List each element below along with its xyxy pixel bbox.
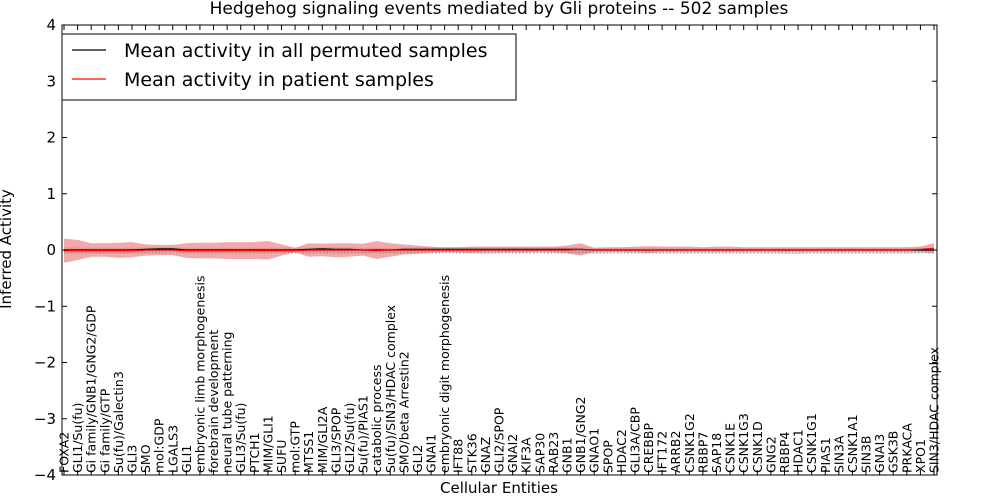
x-tick-label: embryonic digit morphogenesis xyxy=(437,275,452,473)
x-tick-label: PTCH1 xyxy=(247,432,262,473)
x-tick-label: Su(fu)/SIN3/HDAC complex xyxy=(383,305,398,473)
series-lines xyxy=(64,247,935,252)
x-axis-label: Cellular Entities xyxy=(440,479,558,497)
x-tick-label: HDAC2 xyxy=(614,429,629,473)
x-tick-label: SIN3/HDAC complex xyxy=(927,347,942,473)
x-tick-label: CSNK1D xyxy=(750,421,765,473)
x-tick-label: catabolic process xyxy=(369,364,384,473)
x-tick-label: GLI3/SPOP xyxy=(328,407,343,473)
y-axis-ticks: 4 3 2 1 0 −1 −2 −3 −4 xyxy=(34,16,937,484)
x-tick-label: Gi family/GTP xyxy=(97,388,112,473)
x-tick-label: CSNK1G3 xyxy=(736,413,751,473)
legend-label-permuted: Mean activity in all permuted samples xyxy=(124,40,487,62)
x-tick-label: SPOP xyxy=(600,440,615,473)
x-tick-label: GLI2/SPOP xyxy=(492,407,507,473)
x-tick-label: ARRB2 xyxy=(668,431,683,473)
x-tick-label: RBBP4 xyxy=(777,432,792,473)
x-tick-label: FOXA2 xyxy=(57,432,72,473)
x-tick-label: RBBP7 xyxy=(695,432,710,473)
x-tick-label: GLI3/Su(fu) xyxy=(233,403,248,473)
x-tick-label: GLI2 xyxy=(410,445,425,473)
x-tick-label: GNAI2 xyxy=(505,434,520,473)
x-tick-label: GNAO1 xyxy=(587,428,602,473)
y-tick-label: 0 xyxy=(46,241,56,259)
x-tick-label: GLI1 xyxy=(179,445,194,473)
x-tick-label: CSNK1E xyxy=(723,423,738,473)
x-tick-label: MIM/GLI2A xyxy=(315,406,330,473)
x-tick-label: CREBBP xyxy=(641,423,656,473)
y-axis-label: Inferred Activity xyxy=(0,189,15,309)
x-tick-label: CSNK1A1 xyxy=(845,414,860,473)
legend: Mean activity in all permuted samples Me… xyxy=(61,33,517,101)
x-tick-label: GLI3 xyxy=(125,445,140,473)
x-tick-label: Su(fu)/Galectin3 xyxy=(111,371,126,473)
x-tick-label: GNB1/GNG2 xyxy=(573,397,588,473)
x-tick-label: CSNK1G1 xyxy=(804,413,819,473)
x-tick-label: SMO xyxy=(138,444,153,473)
x-tick-label: SIN3A xyxy=(831,435,846,473)
series-line-patient xyxy=(64,247,935,252)
y-tick-label: −4 xyxy=(34,466,56,484)
x-tick-label: PRKACA xyxy=(899,423,914,473)
y-tick-label: −1 xyxy=(34,297,56,315)
legend-box xyxy=(61,33,517,101)
x-tick-label: GLI2/Su(fu) xyxy=(342,403,357,473)
x-tick-label: RAB23 xyxy=(546,432,561,473)
y-tick-label: 4 xyxy=(46,16,56,34)
x-tick-label: LGALS3 xyxy=(165,425,180,473)
x-tick-label: GNAI3 xyxy=(872,434,887,473)
x-tick-label: XPO1 xyxy=(913,439,928,473)
x-tick-label: GLI3A/CBP xyxy=(627,407,642,473)
x-tick-label: GNAI1 xyxy=(424,434,439,473)
x-tick-label: SMO/beta Arrestin2 xyxy=(396,351,411,473)
x-tick-label: Su(fu)/PIAS1 xyxy=(356,395,371,473)
x-tick-label: mol:GTP xyxy=(288,421,303,473)
x-tick-label: SIN3B xyxy=(859,436,874,474)
y-tick-label: 1 xyxy=(46,185,56,203)
x-tick-label: STK36 xyxy=(464,433,479,473)
x-tick-label: HDAC1 xyxy=(791,429,806,473)
x-tick-label: mol:GDP xyxy=(152,418,167,473)
x-tick-label: KIF3A xyxy=(519,437,534,473)
x-tick-label: Gi family/GNB1/GNG2/GDP xyxy=(84,305,99,473)
x-tick-label: IFT172 xyxy=(655,431,670,473)
x-tick-label: GLI1/Su(fu) xyxy=(70,403,85,473)
x-tick-label: GNB1 xyxy=(560,437,575,473)
y-tick-label: −3 xyxy=(34,410,56,428)
x-tick-label: GSK3B xyxy=(886,431,901,473)
x-tick-label: SAP18 xyxy=(709,433,724,473)
y-tick-label: 2 xyxy=(46,129,56,147)
x-tick-label: MTSS1 xyxy=(301,431,316,473)
x-tick-label: MIM/GLI1 xyxy=(260,415,275,473)
x-tick-label: SAP30 xyxy=(532,433,547,473)
x-tick-label: neural tube patterning xyxy=(220,332,235,473)
x-tick-label: embryonic limb morphogenesis xyxy=(192,276,207,473)
x-tick-label: GNAZ xyxy=(478,437,493,473)
chart-title: Hedgehog signaling events mediated by Gl… xyxy=(210,0,789,19)
x-tick-label: CSNK1G2 xyxy=(682,413,697,473)
legend-label-patient: Mean activity in patient samples xyxy=(124,69,434,91)
x-tick-label: GNG2 xyxy=(763,436,778,473)
x-tick-label: IFT88 xyxy=(451,439,466,473)
x-tick-label: SUFU xyxy=(274,440,289,473)
y-tick-label: −2 xyxy=(34,354,56,372)
x-tick-label: forebrain development xyxy=(206,330,221,473)
y-tick-label: 3 xyxy=(46,72,56,90)
x-tick-label: PIAS1 xyxy=(818,437,833,473)
